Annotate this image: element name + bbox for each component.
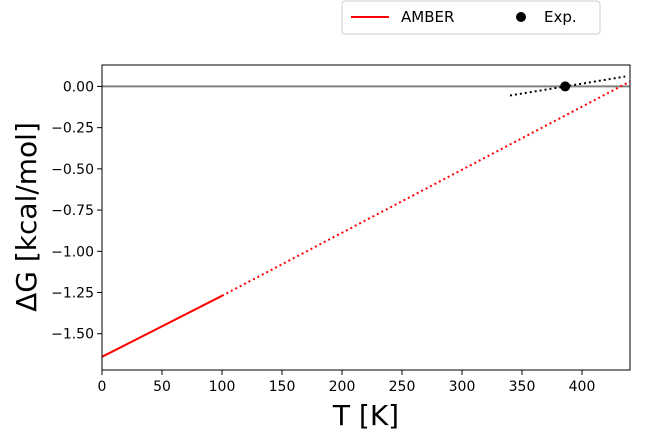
legend-exp-label: Exp.: [544, 8, 577, 26]
x-tick-label-150: 150: [269, 379, 296, 395]
x-tick-label-0: 0: [98, 379, 107, 395]
x-axis-label: T [K]: [332, 399, 399, 432]
x-tick-label-250: 250: [389, 379, 416, 395]
legend: AMBER Exp.: [341, 0, 601, 35]
legend-exp-marker: [516, 12, 526, 22]
x-tick-label-400: 400: [569, 379, 596, 395]
y-tick-label-6: −1.50: [51, 327, 94, 343]
axes-frame: [101, 64, 631, 371]
legend-amber-label: AMBER: [401, 8, 454, 26]
y-tick-label-3: −0.75: [51, 203, 94, 219]
x-tick-label-350: 350: [509, 379, 536, 395]
exp-data-point-0: [560, 81, 571, 92]
y-tick-label-0: 0.00: [63, 79, 94, 95]
plot-area: [101, 75, 631, 358]
y-tick-label-1: −0.25: [51, 121, 94, 137]
amber-line-dotted-1: [221, 80, 631, 297]
y-tick-label-5: −1.25: [51, 286, 94, 302]
x-tick-label-100: 100: [209, 379, 236, 395]
y-tick-label-2: −0.50: [51, 162, 94, 178]
y-axis: 0.00 −0.25 −0.50 −0.75 −1.00 −1.25 −1.50: [51, 79, 102, 343]
x-axis: 0 50 100 150 200 250 300 350 400: [98, 370, 596, 395]
legend-frame: [341, 0, 601, 35]
amber-line-solid-0: [101, 294, 223, 358]
x-tick-label-200: 200: [329, 379, 356, 395]
x-tick-label-300: 300: [449, 379, 476, 395]
y-axis-label: ΔG [kcal/mol]: [10, 122, 43, 312]
y-tick-label-4: −1.00: [51, 244, 94, 260]
x-tick-label-50: 50: [153, 379, 171, 395]
